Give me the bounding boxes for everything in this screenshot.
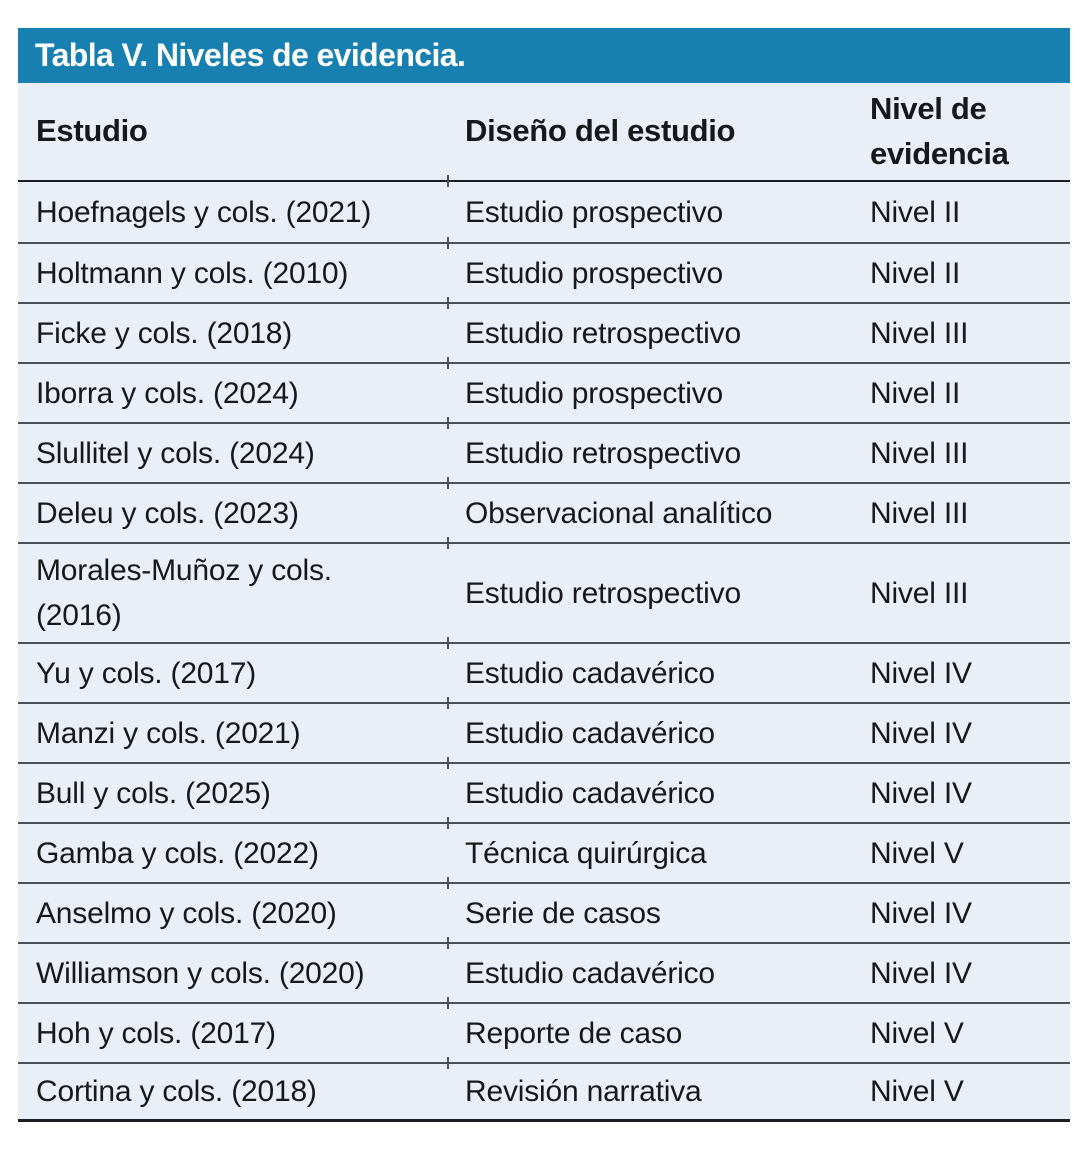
cell-estudio: Anselmo y cols. (2020) — [36, 896, 337, 930]
column-header-nivel: Nivel de evidencia — [870, 90, 1009, 171]
cell-diseno: Reporte de caso — [465, 1016, 683, 1050]
cell-nivel: Nivel IV — [870, 956, 972, 990]
column-header-diseno: Diseño del estudio — [465, 113, 736, 149]
cell-estudio: Manzi y cols. (2021) — [36, 716, 301, 750]
cell-estudio: Ficke y cols. (2018) — [36, 316, 293, 350]
cell-nivel: Nivel III — [870, 436, 969, 470]
cell-diseno: Observacional analítico — [465, 496, 773, 530]
cell-nivel: Nivel II — [870, 256, 961, 290]
column-header-estudio: Estudio — [36, 113, 148, 149]
table-title: Tabla V. Niveles de evidencia. — [35, 37, 466, 73]
table-row: Hoh y cols. (2017) Reporte de caso Nivel… — [18, 997, 1070, 1062]
cell-diseno: Estudio cadavérico — [465, 716, 715, 750]
cell-nivel: Nivel IV — [870, 656, 972, 690]
table-row: Cortina y cols. (2018) Revisión narrativ… — [18, 1057, 1070, 1122]
cell-diseno: Estudio prospectivo — [465, 376, 724, 410]
cell-diseno: Revisión narrativa — [465, 1075, 702, 1108]
table-body: Estudio Diseño del estudio Nivel de evid… — [18, 83, 1070, 1122]
cell-nivel: Nivel II — [870, 195, 961, 229]
cell-estudio: Cortina y cols. (2018) — [36, 1075, 317, 1108]
cell-nivel: Nivel IV — [870, 776, 972, 810]
cell-nivel: Nivel IV — [870, 896, 972, 930]
cell-nivel: Nivel II — [870, 376, 961, 410]
table-row: Holtmann y cols. (2010) Estudio prospect… — [18, 237, 1070, 302]
cell-estudio: Deleu y cols. (2023) — [36, 496, 299, 530]
cell-diseno: Estudio cadavérico — [465, 956, 715, 990]
cell-estudio: Gamba y cols. (2022) — [36, 836, 319, 870]
cell-estudio: Morales-Muñoz y cols. (2016) — [36, 554, 332, 632]
cell-nivel: Nivel III — [870, 496, 969, 530]
table-row: Iborra y cols. (2024) Estudio prospectiv… — [18, 357, 1070, 422]
table-row: Williamson y cols. (2020) Estudio cadavé… — [18, 937, 1070, 1002]
cell-estudio: Williamson y cols. (2020) — [36, 956, 365, 990]
cell-diseno: Estudio retrospectivo — [465, 316, 741, 350]
cell-nivel: Nivel V — [870, 836, 964, 870]
cell-estudio: Bull y cols. (2025) — [36, 776, 271, 810]
cell-estudio: Hoh y cols. (2017) — [36, 1016, 276, 1050]
cell-estudio: Iborra y cols. (2024) — [36, 376, 299, 410]
cell-diseno: Serie de casos — [465, 896, 661, 930]
cell-diseno: Estudio cadavérico — [465, 656, 715, 690]
table-header-row: Estudio Diseño del estudio Nivel de evid… — [18, 83, 1070, 182]
cell-diseno: Estudio prospectivo — [465, 195, 724, 229]
cell-nivel: Nivel III — [870, 576, 969, 610]
cell-diseno: Estudio retrospectivo — [465, 576, 741, 610]
cell-estudio: Holtmann y cols. (2010) — [36, 256, 349, 290]
cell-estudio: Yu y cols. (2017) — [36, 656, 257, 690]
table-row: Anselmo y cols. (2020) Serie de casos Ni… — [18, 877, 1070, 942]
cell-diseno: Estudio cadavérico — [465, 776, 715, 810]
table-row: Ficke y cols. (2018) Estudio retrospecti… — [18, 297, 1070, 362]
cell-diseno: Estudio retrospectivo — [465, 436, 741, 470]
evidence-table: Tabla V. Niveles de evidencia. Estudio D… — [18, 28, 1070, 1122]
cell-diseno: Técnica quirúrgica — [465, 836, 707, 870]
cell-estudio: Slullitel y cols. (2024) — [36, 436, 315, 470]
table-row: Hoefnagels y cols. (2021) Estudio prospe… — [18, 175, 1070, 242]
table-row: Gamba y cols. (2022) Técnica quirúrgica … — [18, 817, 1070, 882]
cell-nivel: Nivel V — [870, 1016, 964, 1050]
cell-nivel: Nivel IV — [870, 716, 972, 750]
table-row: Slullitel y cols. (2024) Estudio retrosp… — [18, 417, 1070, 482]
table-row: Manzi y cols. (2021) Estudio cadavérico … — [18, 697, 1070, 762]
cell-nivel: Nivel III — [870, 316, 969, 350]
cell-nivel: Nivel V — [870, 1075, 964, 1108]
cell-diseno: Estudio prospectivo — [465, 256, 724, 290]
cell-estudio: Hoefnagels y cols. (2021) — [36, 195, 372, 229]
table-title-bar: Tabla V. Niveles de evidencia. — [18, 28, 1070, 83]
table-row: Bull y cols. (2025) Estudio cadavérico N… — [18, 757, 1070, 822]
table-row: Morales-Muñoz y cols. (2016) Estudio ret… — [18, 537, 1070, 642]
table-row: Yu y cols. (2017) Estudio cadavérico Niv… — [18, 637, 1070, 702]
table-row: Deleu y cols. (2023) Observacional analí… — [18, 477, 1070, 542]
